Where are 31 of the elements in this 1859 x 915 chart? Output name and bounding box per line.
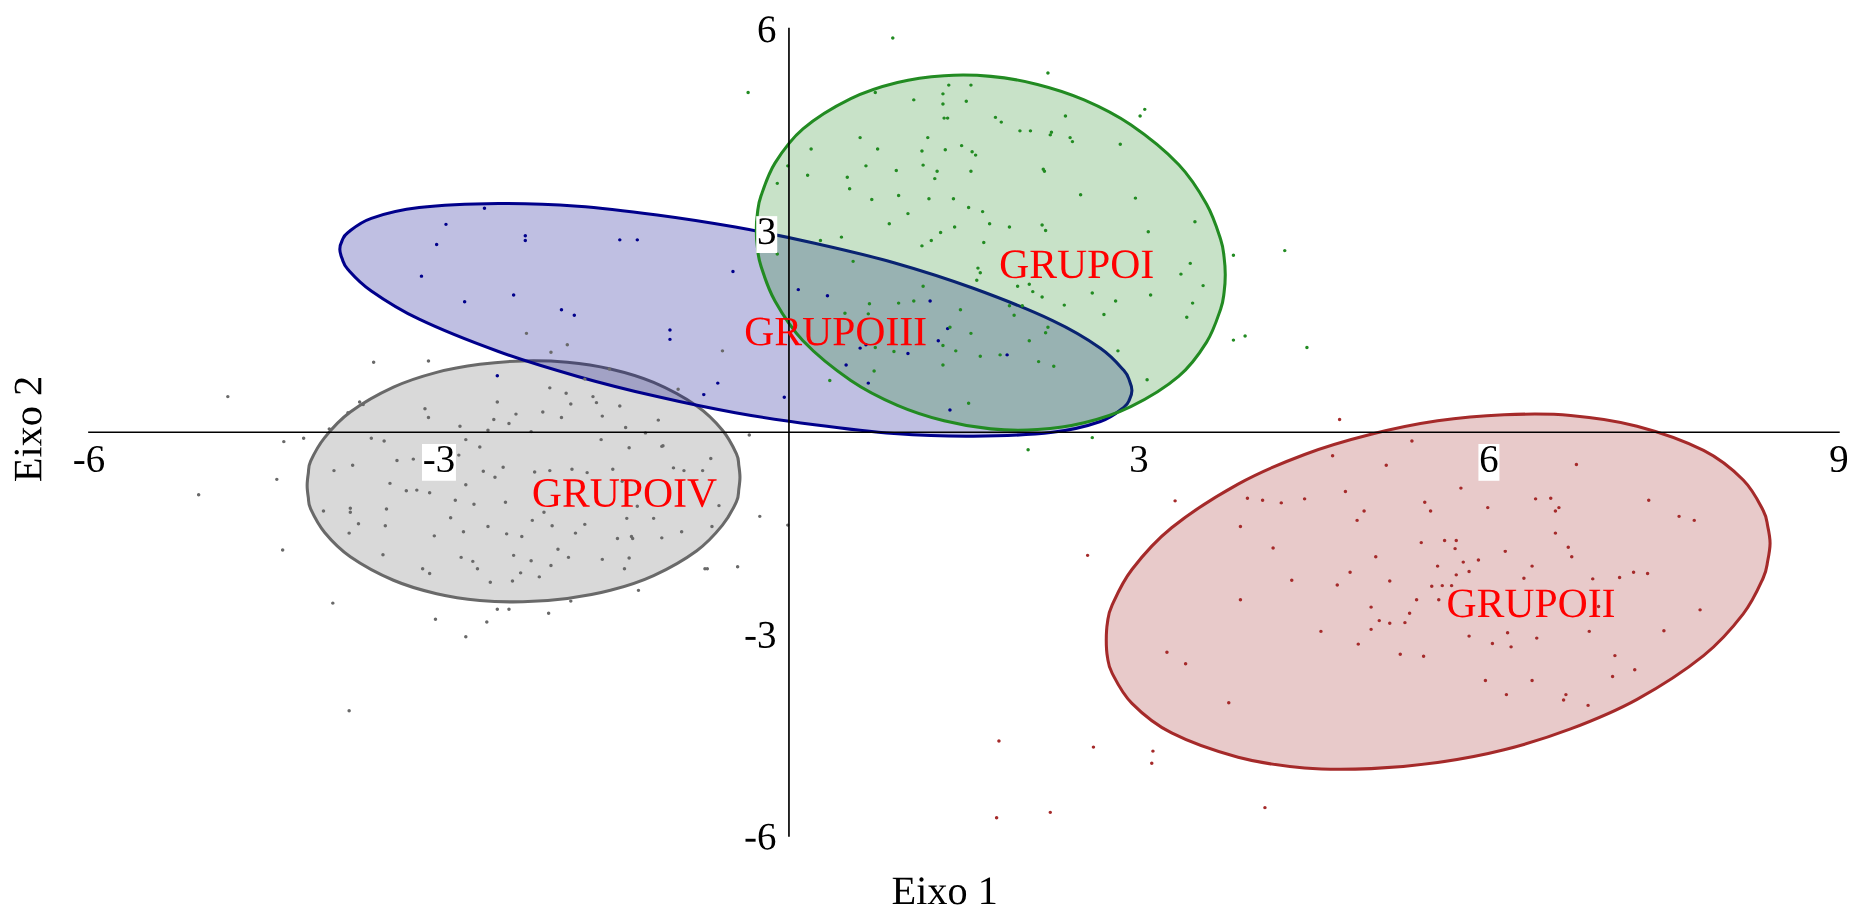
series-label: GRUPOI	[1000, 250, 1153, 279]
point	[702, 392, 706, 397]
point	[858, 346, 862, 350]
y-tick-label: 3	[758, 218, 775, 245]
y-axis-title: Eixo 2	[14, 378, 42, 481]
x-tick-label: -6	[74, 445, 105, 473]
point	[866, 381, 870, 385]
y-tick-label: -3	[745, 621, 775, 648]
x-axis-title: Eixo 1	[892, 877, 996, 905]
series-label: GRUPOII	[1448, 589, 1615, 618]
point	[419, 274, 424, 278]
point	[434, 242, 439, 247]
point	[462, 300, 467, 304]
point	[668, 328, 672, 332]
point	[523, 238, 527, 243]
point	[948, 408, 952, 412]
x-tick-label: -3	[424, 445, 454, 473]
point	[559, 308, 564, 312]
point	[482, 206, 487, 210]
x-tick-label: 6	[1480, 445, 1498, 473]
point	[844, 363, 848, 367]
series-label: GRUPOIV	[533, 479, 717, 508]
point	[928, 299, 932, 303]
y-tick-label: 6	[758, 16, 776, 43]
x-tick-label: 9	[1830, 445, 1848, 473]
point	[716, 381, 720, 385]
point	[796, 287, 800, 292]
point	[1005, 353, 1009, 357]
y-tick-label: -6	[745, 823, 776, 850]
point	[825, 293, 830, 298]
x-tick-label: 3	[1131, 445, 1148, 473]
